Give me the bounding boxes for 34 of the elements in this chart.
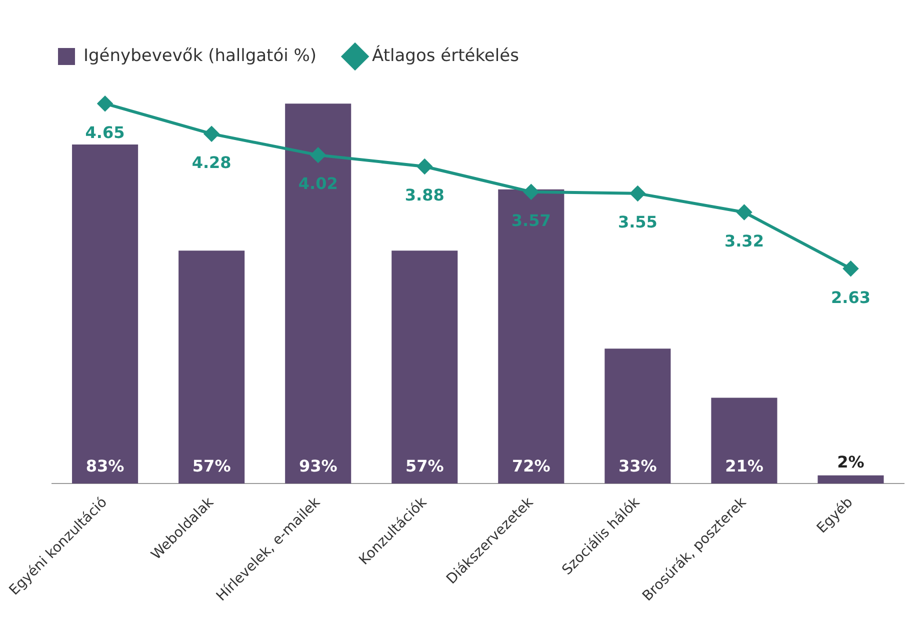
point: [736, 204, 752, 220]
point: [417, 159, 432, 174]
legend-label: Igénybevevők (hallgatói %): [84, 46, 317, 66]
data-label: 72%: [512, 456, 550, 476]
data-label: 2.63: [830, 288, 870, 307]
data-label: 3.88: [404, 186, 444, 205]
data-label: 93%: [298, 456, 338, 476]
point: [843, 261, 858, 276]
data-label: 4.02: [298, 174, 338, 194]
data-label: 3.57: [511, 210, 551, 230]
point: [630, 186, 646, 201]
point: [524, 184, 539, 200]
bar: [604, 348, 671, 484]
data-label: 83%: [86, 456, 124, 476]
data-label: 57%: [192, 456, 231, 476]
bar: [285, 104, 352, 484]
point: [204, 126, 220, 142]
data-label: 2%: [837, 452, 864, 472]
data-label: 33%: [618, 456, 657, 476]
bar: [498, 189, 564, 484]
data-label: 3.55: [618, 212, 658, 232]
bar: [711, 398, 778, 484]
point: [310, 148, 326, 163]
data-label: 21%: [725, 456, 764, 476]
data-label: 57%: [405, 456, 444, 476]
legend-label: Átlagos értékelés: [372, 44, 520, 66]
data-label: 4.28: [192, 152, 232, 172]
data-label: 4.65: [85, 122, 125, 142]
bar: [178, 250, 245, 484]
point: [98, 96, 113, 112]
bar: [392, 250, 458, 484]
data-label: 3.32: [724, 231, 764, 250]
bar: [72, 144, 138, 484]
bar: [818, 475, 884, 484]
